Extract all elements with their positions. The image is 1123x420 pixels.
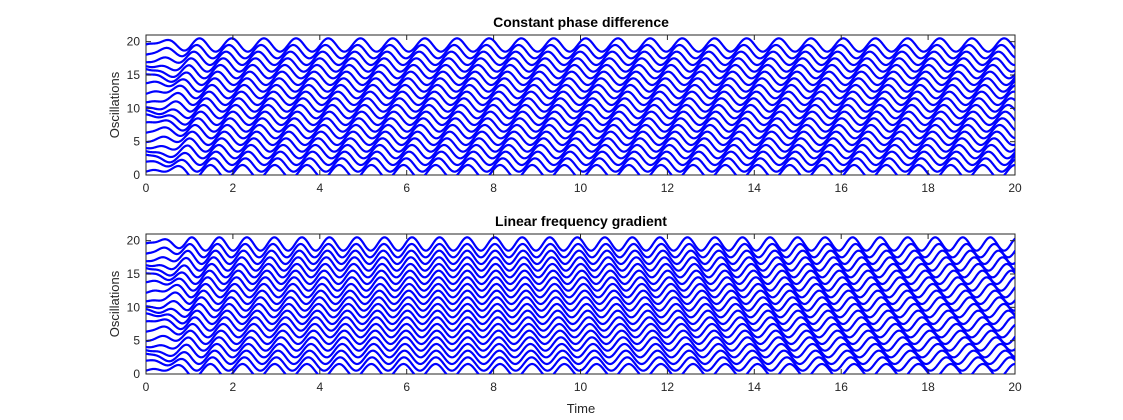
oscillation-line [146, 150, 1015, 167]
oscillation-line [146, 309, 1015, 326]
x-tick-label: 10 [574, 380, 588, 394]
x-tick-label: 18 [921, 380, 935, 394]
x-tick-label: 0 [143, 181, 150, 195]
top-y-axis-label: Oscillations [107, 71, 122, 138]
y-tick-label: 10 [127, 101, 141, 115]
top-series-group [146, 37, 1015, 175]
x-tick-label: 12 [661, 380, 675, 394]
oscillation-line [146, 322, 1015, 339]
oscillation-line [146, 123, 1015, 140]
bottom-x-axis-label: Time [567, 401, 595, 416]
x-tick-label: 8 [490, 181, 497, 195]
oscillation-line [146, 43, 1015, 60]
oscillation-line [146, 143, 1015, 160]
oscillation-line [146, 117, 1015, 133]
top-ticks: 0 2 4 6 8 10 12 14 16 18 20 0 5 10 15 20 [127, 35, 1022, 195]
x-tick-label: 6 [403, 380, 410, 394]
oscillation-line [146, 349, 1015, 366]
y-tick-label: 15 [127, 68, 141, 82]
top-subplot-title: Constant phase difference [493, 14, 669, 30]
oscillation-line [146, 342, 1015, 359]
x-tick-label: 20 [1008, 380, 1022, 394]
oscillation-line [146, 70, 1015, 87]
oscillation-line [146, 63, 1015, 80]
x-tick-label: 12 [661, 181, 675, 195]
y-tick-label: 20 [127, 234, 141, 248]
oscillation-line [146, 83, 1015, 100]
x-tick-label: 20 [1008, 181, 1022, 195]
oscillation-line [146, 289, 1015, 306]
oscillation-line [146, 110, 1015, 127]
oscillation-line [146, 37, 1015, 53]
x-tick-label: 18 [921, 181, 935, 195]
oscillation-line [146, 242, 1015, 259]
x-tick-label: 16 [835, 181, 849, 195]
y-tick-label: 15 [127, 267, 141, 281]
y-tick-label: 5 [133, 135, 140, 149]
oscillation-line [146, 249, 1015, 266]
y-tick-label: 20 [127, 35, 141, 49]
bottom-subplot: Linear frequency gradient 0 2 4 6 8 10 12 14 16 1… [107, 213, 1022, 416]
y-tick-label: 0 [133, 367, 140, 381]
x-tick-label: 4 [316, 181, 323, 195]
oscillation-line [146, 296, 1015, 312]
bottom-y-axis-label: Oscillations [107, 270, 122, 337]
oscillation-line [146, 316, 1015, 332]
y-tick-label: 0 [133, 168, 140, 182]
oscillation-line [146, 256, 1015, 272]
x-tick-label: 16 [835, 380, 849, 394]
bottom-ticks: 0 2 4 6 8 10 12 14 16 18 20 0 5 10 15 20 [127, 234, 1022, 394]
bottom-series-group [146, 236, 1015, 374]
oscillation-line [146, 262, 1015, 279]
oscillation-line [146, 77, 1015, 93]
x-tick-label: 14 [748, 181, 762, 195]
x-tick-label: 4 [316, 380, 323, 394]
oscillation-line [146, 50, 1015, 67]
oscillation-line [146, 130, 1015, 147]
oscillation-line [146, 57, 1015, 73]
x-tick-label: 0 [143, 380, 150, 394]
oscillation-line [146, 137, 1015, 153]
bottom-subplot-title: Linear frequency gradient [495, 213, 667, 229]
y-tick-label: 5 [133, 334, 140, 348]
oscillation-line [146, 276, 1015, 292]
y-tick-label: 10 [127, 300, 141, 314]
x-tick-label: 2 [230, 380, 237, 394]
x-tick-label: 2 [230, 181, 237, 195]
oscillation-line [146, 329, 1015, 346]
x-tick-label: 10 [574, 181, 588, 195]
x-tick-label: 8 [490, 380, 497, 394]
oscillation-line [146, 282, 1015, 299]
oscillation-line [146, 103, 1015, 120]
x-tick-label: 14 [748, 380, 762, 394]
top-subplot: Constant phase difference 0 2 4 6 8 10 12 14 16 1… [107, 14, 1022, 195]
oscillation-line [146, 269, 1015, 286]
oscillation-line [146, 97, 1015, 113]
x-tick-label: 6 [403, 181, 410, 195]
oscillation-line [146, 336, 1015, 352]
oscillation-line [146, 90, 1015, 107]
oscillation-line [146, 302, 1015, 319]
oscillation-line [146, 236, 1015, 252]
